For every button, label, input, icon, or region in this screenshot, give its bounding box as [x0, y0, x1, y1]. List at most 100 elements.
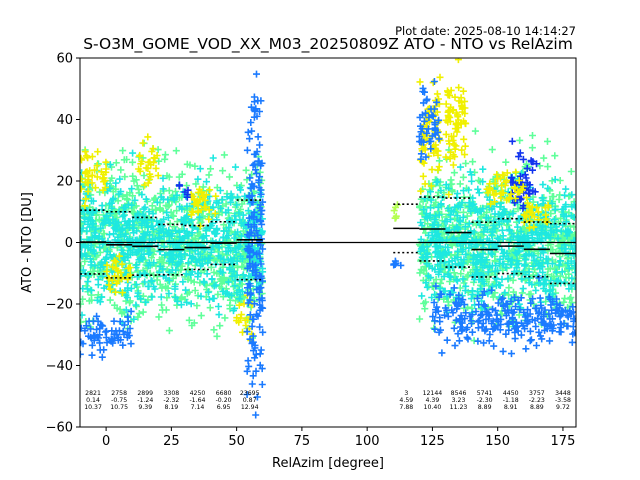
point-cluster	[415, 78, 443, 163]
point-cluster	[175, 181, 192, 201]
bin-mean-label: 4.59	[399, 397, 413, 404]
bin-count-label: 12144	[423, 390, 443, 397]
bin-std-label: 8.89	[478, 404, 492, 411]
bin-mean-label: 4.39	[426, 397, 440, 404]
bin-stat-4	[184, 224, 211, 271]
bin-stat-7	[393, 203, 420, 254]
y-tick-label: −60	[46, 421, 73, 436]
x-tick: 75	[294, 427, 311, 449]
bin-std-label: 11.23	[450, 404, 468, 411]
y-axis-ticks: −60 −40 −20 0 20 40 60	[46, 52, 80, 436]
x-tick-label: 50	[228, 434, 245, 449]
bin-mean-label: -1.24	[137, 397, 153, 404]
y-tick: 0	[65, 236, 80, 251]
bin-stat-label-5: 6680-0.206.95	[216, 390, 232, 411]
point-cluster	[429, 274, 576, 358]
bin-mean-label: 3.23	[452, 397, 466, 404]
point-cluster	[390, 201, 401, 222]
scatter-markers	[187, 185, 220, 230]
bin-count-label: 6680	[216, 390, 232, 397]
bin-count-label: 2821	[85, 390, 101, 397]
bin-count-label: 3308	[163, 390, 179, 397]
x-tick: 0	[102, 427, 110, 449]
bin-mean-label: -2.23	[529, 397, 545, 404]
bin-std-label: 10.40	[424, 404, 442, 411]
scatter-markers	[103, 252, 134, 297]
y-tick-label: 40	[56, 113, 73, 128]
x-tick-label: 150	[485, 434, 510, 449]
bin-count-label: 23695	[240, 390, 260, 397]
scatter-points	[80, 58, 576, 419]
bin-std-label: 8.91	[504, 404, 518, 411]
scatter-markers	[507, 137, 540, 212]
bin-std-label: 7.14	[191, 404, 205, 411]
bin-mean-label: -3.58	[555, 397, 571, 404]
scatter-markers	[80, 148, 110, 210]
chart-title: S-O3M_GOME_VOD_XX_M03_20250809Z ATO - NT…	[83, 35, 573, 54]
bin-std-label: 9.39	[138, 404, 152, 411]
bin-mean-label: -0.20	[216, 397, 232, 404]
bin-mean-label: -0.75	[111, 397, 127, 404]
bin-stat-10	[471, 221, 498, 278]
bin-stat-label-12: 3757-2.238.89	[529, 390, 545, 411]
y-tick: −20	[46, 298, 80, 313]
x-tick: 150	[485, 427, 510, 449]
point-cluster	[243, 70, 267, 419]
x-tick: 125	[420, 427, 445, 449]
x-tick-label: 75	[294, 434, 311, 449]
bin-count-label: 5741	[477, 390, 493, 397]
bin-std-label: 10.75	[110, 404, 128, 411]
x-tick: 100	[355, 427, 380, 449]
y-tick-label: 60	[56, 52, 73, 67]
x-axis-label: RelAzim [degree]	[272, 456, 384, 471]
bin-stat-8	[419, 196, 446, 262]
plot-date-label: Plot date: 2025-08-10 14:14:27	[395, 24, 576, 38]
bin-mean-label: -2.32	[163, 397, 179, 404]
y-tick-label: −40	[46, 359, 73, 374]
bin-stat-3	[158, 223, 185, 276]
scatter-markers	[243, 70, 267, 419]
y-tick: −40	[46, 359, 80, 374]
point-cluster	[442, 58, 470, 198]
scatter-markers	[135, 133, 162, 189]
scatter-markers	[175, 181, 192, 201]
bin-stat-2	[132, 216, 159, 276]
y-tick: 40	[56, 113, 80, 128]
x-tick-label: 25	[163, 434, 180, 449]
bin-count-label: 4450	[503, 390, 519, 397]
point-cluster	[103, 252, 134, 297]
bin-mean-label: 0.14	[86, 397, 100, 404]
x-axis-ticks: 0 25 50 75 100 125 150 175	[102, 427, 575, 449]
y-axis-label: ATO - NTO [DU]	[20, 192, 35, 293]
y-tick: −60	[46, 421, 80, 436]
bin-mean-label: -1.18	[503, 397, 519, 404]
x-tick-label: 0	[102, 434, 110, 449]
bin-count-label: 3448	[555, 390, 571, 397]
bin-count-label: 2758	[111, 390, 127, 397]
bin-count-label: 4250	[190, 390, 206, 397]
scatter-markers	[483, 168, 527, 208]
scatter-markers	[442, 58, 470, 198]
bin-count-label: 8546	[451, 390, 467, 397]
bin-mean-label: -1.64	[189, 397, 205, 404]
bin-stat-11	[497, 217, 524, 275]
x-tick: 175	[551, 427, 575, 449]
point-cluster	[483, 168, 527, 208]
bin-stat-12	[523, 221, 550, 278]
bin-std-label: 7.88	[399, 404, 413, 411]
bin-stat-label-4: 4250-1.647.14	[189, 390, 205, 411]
bin-std-label: 8.19	[164, 404, 178, 411]
x-tick-label: 100	[355, 434, 380, 449]
bin-stat-9	[445, 197, 472, 268]
x-tick-label: 125	[420, 434, 445, 449]
bin-stat-label-3: 3308-2.328.19	[163, 390, 179, 411]
point-cluster	[507, 137, 540, 212]
bin-mean-label: 0.87	[243, 397, 257, 404]
bin-count-label: 3757	[529, 390, 545, 397]
